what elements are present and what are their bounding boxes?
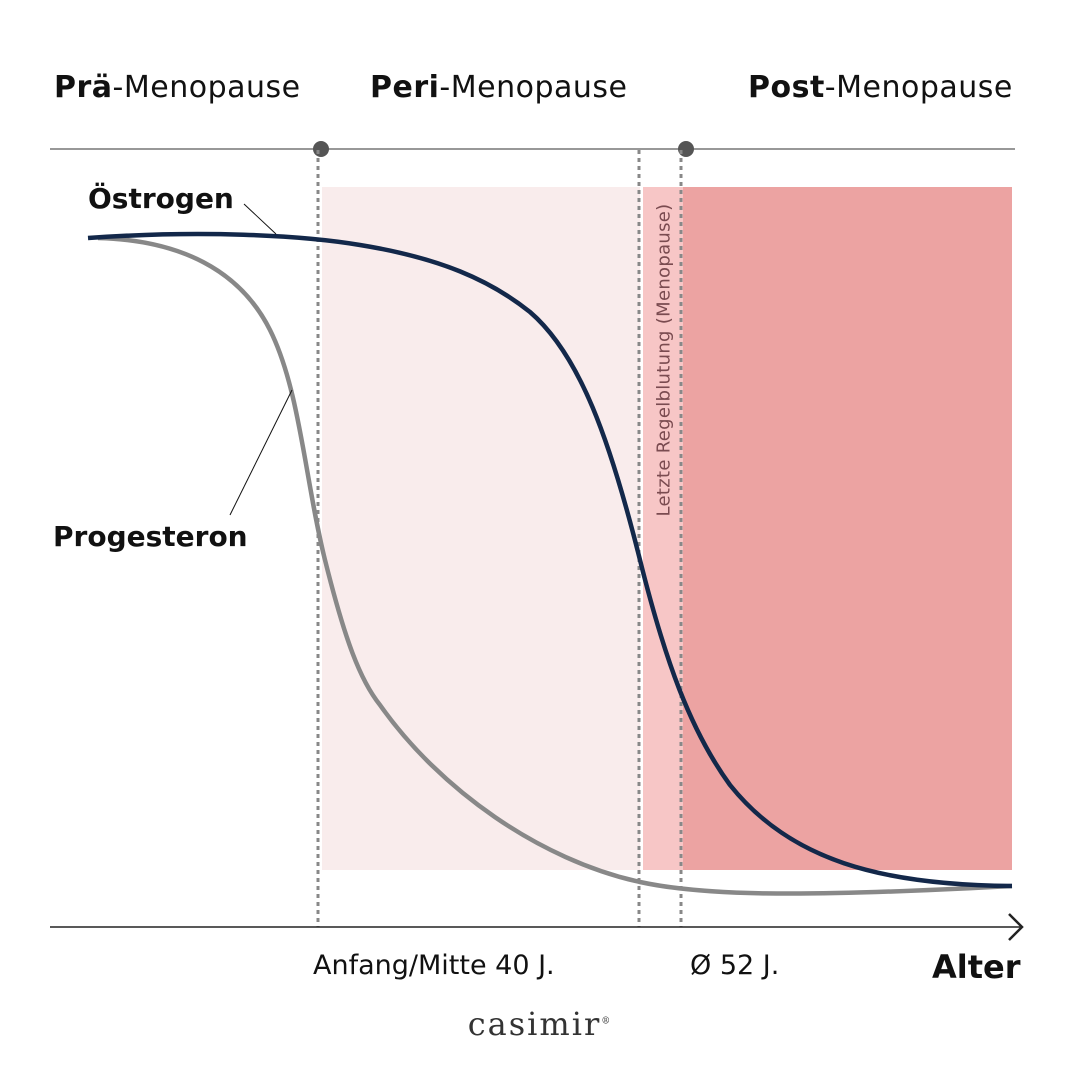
timeline-dot-peri	[313, 141, 329, 157]
peri-zone	[322, 187, 640, 870]
progesterone-leader	[229, 389, 293, 516]
phase-pre-menopause: Prä-Menopause	[54, 70, 301, 105]
x-tick-menopause-age: Ø 52 J.	[690, 950, 780, 981]
casimir-logo: casimir®	[467, 1005, 613, 1043]
estrogen-label: Östrogen	[88, 182, 234, 215]
phase-peri-menopause: Peri-Menopause	[370, 70, 628, 105]
phase-post-menopause: Post-Menopause	[748, 70, 1013, 105]
x-axis-arrow-icon	[1008, 913, 1024, 941]
menopause-zone	[643, 187, 683, 870]
estrogen-leader	[243, 203, 277, 235]
x-axis-label: Alter	[932, 948, 1021, 986]
timeline-dot-post	[678, 141, 694, 157]
progesterone-label: Progesteron	[53, 520, 248, 553]
x-tick-peri-start: Anfang/Mitte 40 J.	[313, 950, 555, 981]
menopause-marker-label: Letzte Regelblutung (Menopause)	[653, 203, 675, 517]
estrogen-curve	[87, 231, 1013, 889]
progesterone-curve	[97, 235, 1013, 896]
post-zone	[683, 187, 1012, 870]
